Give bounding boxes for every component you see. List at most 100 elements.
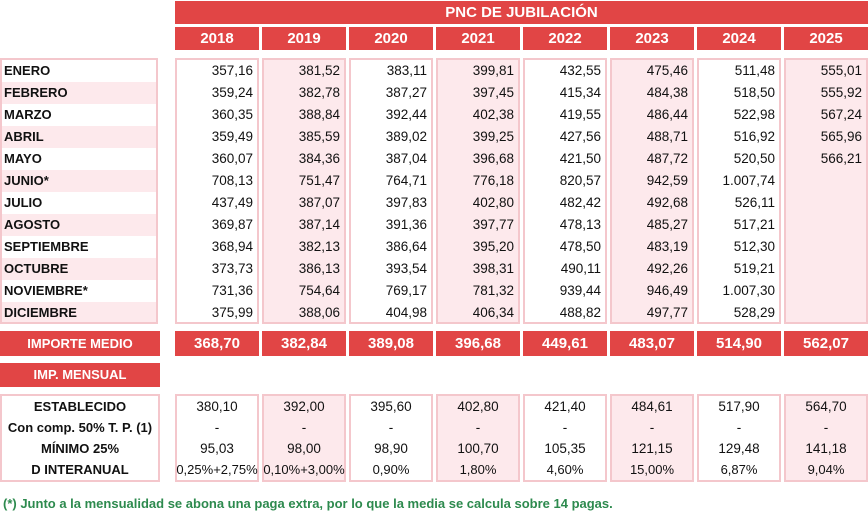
table-cell: 517,21	[733, 217, 775, 232]
table-cell: 492,26	[646, 261, 688, 276]
table-cell: 388,84	[298, 107, 340, 122]
label-row-shade	[2, 82, 156, 104]
bottom-cell: -	[562, 420, 568, 435]
table-cell: 427,56	[559, 129, 601, 144]
bottom-cell: -	[388, 420, 394, 435]
bottom-cell: 484,61	[631, 399, 673, 414]
bottom-cell: 4,60%	[546, 462, 584, 477]
month-label: MAYO	[4, 151, 42, 166]
month-label: NOVIEMBRE*	[4, 283, 88, 298]
table-cell: 386,64	[385, 239, 427, 254]
table-cell: 520,50	[733, 151, 775, 166]
bottom-cell: 9,04%	[807, 462, 845, 477]
bottom-cell: 421,40	[544, 399, 586, 414]
table-cell: 399,81	[472, 63, 514, 78]
table-cell: 781,32	[472, 283, 514, 298]
table-title: PNC DE JUBILACIÓN	[175, 1, 868, 24]
year-column-box	[610, 58, 694, 324]
bottom-cell: 15,00%	[629, 462, 675, 477]
importe-medio-value: 368,70	[175, 331, 259, 356]
table-cell: 419,55	[559, 107, 601, 122]
bottom-cell: -	[214, 420, 220, 435]
imp-mensual-label: IMP. MENSUAL	[0, 363, 160, 387]
table-cell: 820,57	[559, 173, 601, 188]
table-cell: 483,19	[646, 239, 688, 254]
label-row-shade	[2, 214, 156, 236]
bottom-cell: -	[736, 420, 742, 435]
table-cell: 478,50	[559, 239, 601, 254]
year-column-box	[349, 58, 433, 324]
table-cell: 512,30	[733, 239, 775, 254]
year-header-2023: 2023	[610, 27, 694, 50]
table-cell: 402,38	[472, 107, 514, 122]
table-cell: 368,94	[211, 239, 253, 254]
table-cell: 382,13	[298, 239, 340, 254]
table-cell: 357,16	[211, 63, 253, 78]
table-cell: 555,92	[820, 85, 862, 100]
bottom-cell: 402,80	[457, 399, 499, 414]
table-cell: 382,78	[298, 85, 340, 100]
bottom-row-label: MÍNIMO 25%	[40, 441, 119, 456]
column-shade	[264, 60, 344, 322]
column-shade	[612, 60, 692, 322]
month-label: ABRIL	[4, 129, 44, 144]
table-cell	[784, 192, 862, 214]
bottom-column-box	[784, 394, 868, 482]
year-column-box	[697, 58, 781, 324]
label-row-shade	[2, 302, 156, 324]
year-column-box	[262, 58, 346, 324]
importe-medio-value: 514,90	[697, 331, 781, 356]
bottom-label-box	[0, 394, 160, 482]
table-cell	[784, 280, 862, 302]
table-cell: 397,83	[385, 195, 427, 210]
bottom-cell: 98,90	[374, 441, 408, 456]
table-cell: 519,21	[733, 261, 775, 276]
table-cell: 566,21	[820, 151, 862, 166]
table-cell: 485,27	[646, 217, 688, 232]
bottom-cell: 1,80%	[459, 462, 497, 477]
importe-medio-value: 483,07	[610, 331, 694, 356]
bottom-cell: 105,35	[544, 441, 586, 456]
year-header-2021: 2021	[436, 27, 520, 50]
year-header-2022: 2022	[523, 27, 607, 50]
bottom-row-label: Con comp. 50% T. P. (1)	[7, 420, 153, 435]
label-row-shade	[2, 126, 156, 148]
table-cell: 384,36	[298, 151, 340, 166]
year-column-box	[175, 58, 259, 324]
table-cell: 518,50	[733, 85, 775, 100]
bottom-cell: 6,87%	[720, 462, 758, 477]
bottom-cell: 100,70	[457, 441, 499, 456]
bottom-cell: 380,10	[196, 399, 238, 414]
table-cell: 387,27	[385, 85, 427, 100]
table-cell: 396,68	[472, 151, 514, 166]
table-cell: 397,45	[472, 85, 514, 100]
table-cell: 397,77	[472, 217, 514, 232]
table-cell: 708,13	[211, 173, 253, 188]
table-cell: 486,44	[646, 107, 688, 122]
table-cell: 946,49	[646, 283, 688, 298]
table-cell: 387,04	[385, 151, 427, 166]
table-cell: 421,50	[559, 151, 601, 166]
footnote: (*) Junto a la mensualidad se abona una …	[3, 496, 613, 511]
bottom-cell: 564,70	[805, 399, 847, 414]
bottom-cell: 395,60	[370, 399, 412, 414]
table-cell: 482,42	[559, 195, 601, 210]
table-cell: 528,29	[733, 305, 775, 320]
table-cell	[784, 236, 862, 258]
bottom-column-box	[697, 394, 781, 482]
month-label: JUNIO*	[4, 173, 49, 188]
importe-medio-value: 389,08	[349, 331, 433, 356]
table-cell: 432,55	[559, 63, 601, 78]
table-cell	[784, 302, 862, 324]
table-cell: 942,59	[646, 173, 688, 188]
table-cell: 1.007,30	[722, 283, 775, 298]
month-label: OCTUBRE	[4, 261, 69, 276]
bottom-cell: -	[301, 420, 307, 435]
table-cell: 402,80	[472, 195, 514, 210]
bottom-column-box	[436, 394, 520, 482]
column-shade	[786, 396, 866, 480]
year-column-box	[784, 58, 868, 324]
table-cell	[784, 170, 862, 192]
table-cell: 395,20	[472, 239, 514, 254]
table-cell: 511,48	[734, 63, 775, 78]
